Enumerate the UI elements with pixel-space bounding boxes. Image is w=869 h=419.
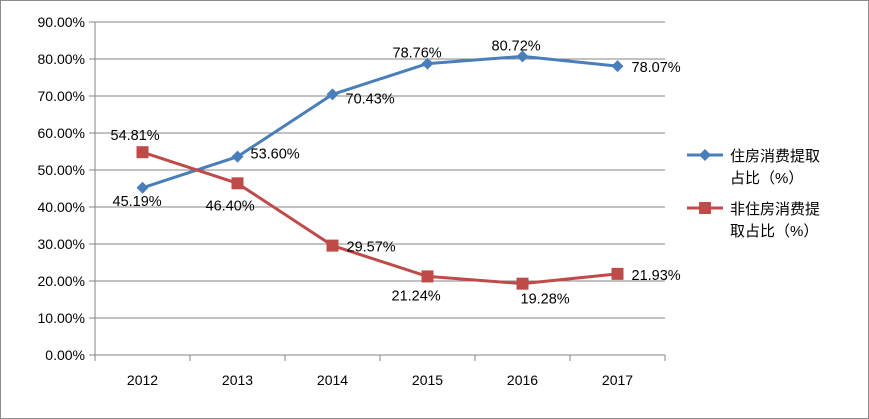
legend-label: 取占比（%）: [730, 223, 818, 240]
data-point-square: [516, 277, 529, 290]
data-label: 29.57%: [347, 240, 396, 256]
x-tick-label: 2016: [507, 372, 538, 388]
data-label: 45.19%: [113, 194, 162, 210]
y-tick-label: 60.00%: [38, 125, 85, 141]
x-axis-ticks: 2012 2013 2014 2015 2016 2017: [127, 372, 633, 388]
y-tick-label: 10.00%: [38, 310, 85, 326]
y-tick-label: 30.00%: [38, 236, 85, 252]
data-label: 53.60%: [251, 147, 300, 163]
y-tick-label: 80.00%: [38, 51, 85, 67]
data-point-square: [421, 270, 434, 283]
x-tick-label: 2015: [412, 372, 443, 388]
data-point-square: [326, 239, 339, 252]
x-tick-label: 2017: [602, 372, 633, 388]
y-tick-label: 40.00%: [38, 199, 85, 215]
data-label: 46.40%: [206, 198, 255, 214]
data-label: 54.81%: [111, 128, 160, 144]
data-label: 80.72%: [492, 38, 541, 54]
data-point-square: [136, 146, 149, 159]
data-label: 19.28%: [521, 292, 570, 308]
data-point-square: [611, 267, 624, 280]
series-line-1: [142, 54, 618, 190]
x-tick-label: 2014: [317, 372, 348, 388]
data-point-diamond: [231, 150, 244, 163]
y-tick-label: 20.00%: [38, 273, 85, 289]
legend-label: 住房消费提取: [730, 148, 820, 165]
y-axis-ticks: 0.00% 10.00% 20.00% 30.00% 40.00% 50.00% 60.00…: [38, 14, 85, 363]
legend-label: 占比（%）: [730, 170, 803, 187]
data-point-square: [231, 177, 244, 190]
data-label: 21.93%: [632, 268, 681, 284]
series-group: [136, 50, 624, 290]
y-tick-label: 90.00%: [38, 14, 85, 30]
data-point-diamond: [611, 60, 624, 73]
grid-lines: [95, 21, 665, 319]
data-point-diamond: [326, 88, 339, 101]
data-point-diamond: [136, 181, 149, 194]
legend-marker-diamond: [699, 149, 711, 161]
data-point-diamond: [516, 50, 529, 63]
data-label: 78.76%: [393, 46, 442, 62]
y-tick-label: 0.00%: [45, 347, 85, 363]
legend-label: 非住房消费提: [730, 201, 820, 218]
series-line-2: [142, 150, 618, 286]
x-tick-label: 2012: [127, 372, 158, 388]
data-label: 78.07%: [632, 60, 681, 76]
axes: [89, 21, 666, 361]
data-labels: 45.19% 53.60% 70.43% 78.76% 80.72% 78.07% 54.8…: [111, 38, 681, 307]
legend-marker-square: [699, 202, 711, 214]
y-tick-label: 50.00%: [38, 162, 85, 178]
data-point-diamond: [421, 57, 434, 70]
y-tick-label: 70.00%: [38, 88, 85, 104]
data-label: 70.43%: [346, 91, 395, 107]
data-label: 21.24%: [392, 288, 441, 304]
x-tick-label: 2013: [222, 372, 253, 388]
